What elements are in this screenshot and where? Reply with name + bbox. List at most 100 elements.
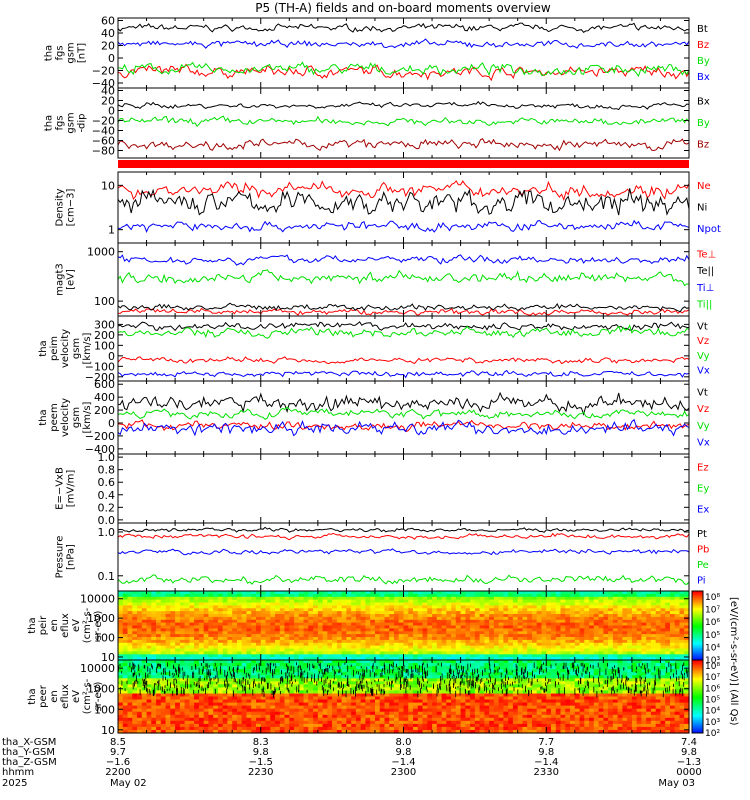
y-axis-label: [km/s] (82, 401, 93, 433)
y-tick-label: −20 (92, 65, 115, 78)
y-axis-label: en (49, 690, 60, 703)
y-axis-label: [km/s] (82, 332, 93, 364)
y-axis-label: velocity (60, 398, 71, 437)
y-tick-label: 60 (101, 15, 115, 28)
legend-entry-Vt: Vt (697, 387, 708, 398)
y-tick-label: 10 (101, 651, 115, 664)
y-axis-label: gsm (71, 338, 82, 359)
y-axis-label: tha (27, 617, 38, 633)
x-tick-label: 2330 (534, 767, 559, 778)
y-axis-label: [cm−3] (66, 189, 77, 227)
colorbar-label: 10⁸ (705, 662, 720, 672)
y-axis-label: fgs (55, 115, 66, 130)
legend-entry-Te: Te⊥ (696, 249, 716, 260)
x-tick-label: 2230 (248, 767, 273, 778)
series-line-Bt (117, 22, 690, 33)
x-tick-label: −1.3 (677, 757, 701, 768)
legend-entry-By: By (697, 56, 710, 67)
colorbar-label: 10⁵ (705, 631, 720, 641)
y-tick-label: 1000 (87, 683, 115, 696)
y-tick-label: 100 (94, 632, 115, 645)
series-line-Ti (117, 254, 690, 266)
y-axis-label: [mV/m] (66, 470, 77, 508)
series-line-Ne (117, 180, 690, 202)
y-tick-label: −200 (85, 430, 115, 443)
y-tick-label: 200 (94, 404, 115, 417)
legend-entry-Ti: Ti⊥ (696, 283, 714, 294)
panel-8: 1.0 0.1 Pressure [nPa] Pt Pb Pe Pi (55, 522, 709, 592)
y-tick-label: 1.0 (98, 526, 116, 539)
legend-entry-Ez: Ez (697, 463, 709, 474)
panel-9: 10000 1000 100 10 tha peir en eflux eV (cm²‑s‑ sr‑… (27, 590, 690, 664)
y-tick-label: 300 (94, 318, 115, 331)
y-tick-label: 400 (94, 391, 115, 404)
colorbar-label: 10³ (705, 656, 720, 666)
y-tick-label: 40 (101, 27, 115, 40)
series-line-Pb (117, 532, 690, 541)
y-axis-label: tha (27, 688, 38, 704)
panel-frame (117, 522, 690, 592)
panel-3: 10 1 Density [cm−3] Ne Ni Npot (55, 171, 721, 244)
x-tick-label: 9.8 (253, 747, 269, 758)
x-tick-label: 8.5 (110, 737, 126, 748)
y-axis-label: eflux (60, 613, 71, 638)
legend-entry-Pt: Pt (697, 529, 707, 540)
legend-entry-Vx: Vx (697, 366, 710, 377)
legend-entry-Bx: Bx (697, 97, 710, 108)
legend-entry-By: By (697, 118, 710, 129)
x-tick-label: 8.0 (396, 737, 412, 748)
x-row-label: tha_Z-GSM (2, 757, 57, 768)
series-line-Ti (117, 269, 690, 287)
legend-entry-Pb: Pb (697, 544, 709, 555)
colorbar-title: [eV/(cm²-s-sr-eV)] (All Qs) (728, 597, 739, 726)
series-line-Vz (117, 356, 690, 365)
data-availability-bar (118, 160, 689, 168)
y-tick-label: 10000 (80, 662, 115, 675)
y-tick-label: 1.0 (98, 451, 116, 464)
series-line-By (118, 61, 690, 78)
series-line-Bx (117, 38, 690, 49)
series-line-Ni (117, 188, 690, 216)
legend-entry-Vt: Vt (697, 321, 708, 332)
panel-4: 1000 100 magt3 [eV] Te⊥ Te|| Ti⊥ Ti|| (55, 242, 716, 317)
series-line-Bz (117, 138, 690, 152)
spectrogram-9 (118, 591, 690, 661)
legend-entry-Pe: Pe (697, 560, 709, 571)
legend-entry-Te: Te|| (696, 266, 714, 277)
colorbar-label: 10⁷ (705, 673, 720, 683)
x-tick-label: 7.7 (538, 737, 554, 748)
panel-10: 10000 1000 100 10 tha peer en eflux eV (cm²‑s‑ sr‑… (27, 659, 690, 737)
y-axis-label: gsm (66, 112, 77, 133)
y-axis-label: magt3 (55, 263, 66, 296)
series-line-Npot (117, 219, 690, 234)
panel-frame (117, 17, 690, 89)
x-tick-label: May 03 (658, 778, 695, 789)
y-tick-label: 100 (94, 339, 115, 352)
y-axis-label: gsm (66, 42, 77, 63)
legend-entry-Bz: Bz (697, 40, 709, 51)
legend-entry-Ni: Ni (697, 203, 707, 214)
x-tick-label: 9.8 (681, 747, 697, 758)
y-axis-label: (cm²‑s‑ (82, 678, 93, 714)
y-tick-label: 0.1 (98, 570, 116, 583)
y-axis-label: tha (38, 409, 49, 425)
y-tick-label: 10 (101, 724, 115, 737)
x-tick-label: 9.7 (110, 747, 126, 758)
colorbar-label: 10³ (705, 718, 720, 728)
y-tick-label: 40 (101, 85, 115, 98)
legend-entry-Ey: Ey (697, 484, 709, 495)
y-tick-label: −100 (85, 360, 115, 373)
y-axis-label: (cm²‑s‑ (82, 607, 93, 643)
y-tick-label: 0.2 (98, 501, 116, 514)
series-line-Vy (117, 324, 690, 339)
x-tick-label: May 02 (110, 778, 147, 789)
x-tick-label: −1.6 (106, 757, 130, 768)
plot-title: P5 (TH-A) fields and on-board moments ov… (255, 1, 551, 15)
colorbar-label: 10² (705, 729, 720, 739)
y-axis-label: [eV] (66, 269, 77, 290)
series-line-Vy (117, 406, 690, 421)
y-axis-label: eV (71, 619, 82, 632)
